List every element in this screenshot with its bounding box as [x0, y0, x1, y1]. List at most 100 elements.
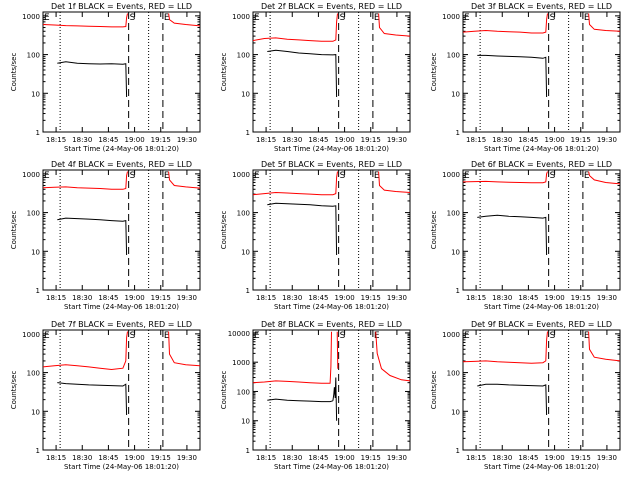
x-tick-label: 18:30	[492, 294, 512, 302]
start-marker: S	[550, 331, 556, 341]
events-line-segment-1	[57, 61, 128, 98]
x-axis-label: Start Time (24-May-06 18:01:20)	[64, 145, 179, 153]
x-tick-label: 19:30	[177, 454, 197, 462]
x-axis-label: Start Time (24-May-06 18:01:20)	[484, 463, 599, 471]
panel-title: Det 5f BLACK = Events, RED = LLD	[261, 160, 402, 169]
x-tick-label: 19:30	[177, 136, 197, 144]
axes-frame	[462, 11, 621, 133]
x-tick-label: 18:45	[308, 294, 328, 302]
x-tick-label: 18:45	[518, 294, 538, 302]
start-marker: S	[130, 171, 136, 181]
lld-line-segment-2	[588, 331, 621, 362]
y-tick-label: 100	[27, 370, 40, 378]
left-edge-marker: E	[464, 13, 470, 23]
y-axis-label: Counts/sec	[220, 371, 228, 410]
start-marker: S	[550, 13, 556, 23]
y-tick-label: 100	[447, 370, 460, 378]
x-tick-label: 19:00	[544, 294, 564, 302]
x-tick-label: 18:30	[72, 136, 92, 144]
y-tick-label: 1000	[232, 171, 250, 179]
lld-line-segment-1	[42, 13, 128, 28]
panel-title: Det 6f BLACK = Events, RED = LLD	[471, 160, 612, 169]
y-tick-label: 100	[447, 52, 460, 60]
left-edge-marker: E	[44, 331, 50, 341]
x-tick-label: 18:45	[98, 454, 118, 462]
y-tick-label: 1	[36, 129, 40, 137]
panel-7: Det 7f BLACK = Events, RED = LLD 1 10 100 10…	[10, 320, 201, 471]
x-tick-label: 19:30	[597, 136, 617, 144]
y-tick-label: 1	[36, 287, 40, 295]
y-axis-label: Counts/sec	[430, 53, 438, 92]
y-tick-label: 1000	[442, 331, 460, 339]
x-tick-label: 19:15	[361, 454, 381, 462]
axes-frame	[42, 329, 201, 451]
x-tick-label: 19:15	[151, 294, 171, 302]
y-tick-label: 10	[451, 248, 460, 256]
y-tick-label: 10	[241, 248, 250, 256]
y-tick-label: 10	[241, 90, 250, 98]
x-tick-label: 18:30	[282, 294, 302, 302]
axes-frame	[252, 11, 411, 133]
lld-line-segment-2	[168, 171, 201, 189]
lld-line-segment-1	[462, 171, 548, 184]
lld-line-segment-2	[168, 331, 201, 367]
panel-title: Det 4f BLACK = Events, RED = LLD	[51, 160, 192, 169]
y-tick-label: 100	[27, 210, 40, 218]
y-tick-label: 1	[246, 447, 250, 455]
y-tick-label: 100	[27, 52, 40, 60]
panel-8: Det 8f BLACK = Events, RED = LLD 1 10 100 10…	[220, 320, 411, 471]
x-tick-label: 18:45	[308, 136, 328, 144]
left-edge-marker: E	[44, 171, 50, 181]
panel-9: Det 9f BLACK = Events, RED = LLD 1 10 100 10…	[430, 320, 621, 471]
lld-line-segment-1	[252, 331, 332, 384]
y-tick-label: 1000	[22, 171, 40, 179]
y-tick-label: 10	[451, 90, 460, 98]
y-axis-label: Counts/sec	[430, 211, 438, 250]
x-tick-label: 18:15	[466, 294, 486, 302]
x-tick-label: 19:30	[387, 294, 407, 302]
end-marker: E	[584, 171, 590, 181]
x-tick-label: 19:00	[334, 454, 354, 462]
events-line-segment-1	[57, 382, 128, 416]
left-edge-marker: E	[254, 13, 260, 23]
y-tick-label: 1000	[22, 331, 40, 339]
x-tick-label: 19:15	[571, 294, 591, 302]
x-tick-label: 18:15	[466, 136, 486, 144]
left-edge-marker: E	[464, 331, 470, 341]
x-axis-label: Start Time (24-May-06 18:01:20)	[64, 303, 179, 311]
axes-frame	[252, 169, 411, 291]
lld-line-segment-1	[462, 331, 548, 364]
end-marker: E	[164, 13, 170, 23]
axes-frame	[42, 169, 201, 291]
y-tick-label: 1000	[232, 13, 250, 21]
panel-title: Det 2f BLACK = Events, RED = LLD	[261, 2, 402, 11]
y-tick-label: 10	[241, 418, 250, 426]
x-tick-label: 18:45	[98, 294, 118, 302]
y-axis-label: Counts/sec	[10, 371, 18, 410]
y-tick-label: 1	[246, 129, 250, 137]
y-tick-label: 10	[451, 408, 460, 416]
y-axis-label: Counts/sec	[430, 371, 438, 410]
panel-2: Det 2f BLACK = Events, RED = LLD 1 10 100 10…	[220, 2, 411, 153]
events-line-segment-1	[57, 217, 128, 256]
end-marker: E	[164, 171, 170, 181]
lld-line-segment-2	[378, 13, 411, 37]
lld-line-segment-2	[336, 331, 339, 369]
panel-1: Det 1f BLACK = Events, RED = LLD 1 10 100 10…	[10, 2, 201, 153]
x-tick-label: 18:45	[98, 136, 118, 144]
y-tick-label: 10	[31, 248, 40, 256]
end-marker: E	[584, 331, 590, 341]
x-tick-label: 18:45	[518, 454, 538, 462]
lld-line-segment-1	[42, 331, 128, 371]
x-tick-label: 18:30	[282, 454, 302, 462]
x-tick-label: 19:00	[124, 454, 144, 462]
x-tick-label: 18:15	[46, 454, 66, 462]
panel-title: Det 8f BLACK = Events, RED = LLD	[261, 320, 402, 329]
y-tick-label: 10	[31, 408, 40, 416]
lld-line-segment-2	[588, 171, 621, 185]
y-tick-label: 1	[246, 287, 250, 295]
panel-title: Det 1f BLACK = Events, RED = LLD	[51, 2, 192, 11]
x-axis-label: Start Time (24-May-06 18:01:20)	[274, 303, 389, 311]
events-line-segment-1	[267, 49, 338, 98]
